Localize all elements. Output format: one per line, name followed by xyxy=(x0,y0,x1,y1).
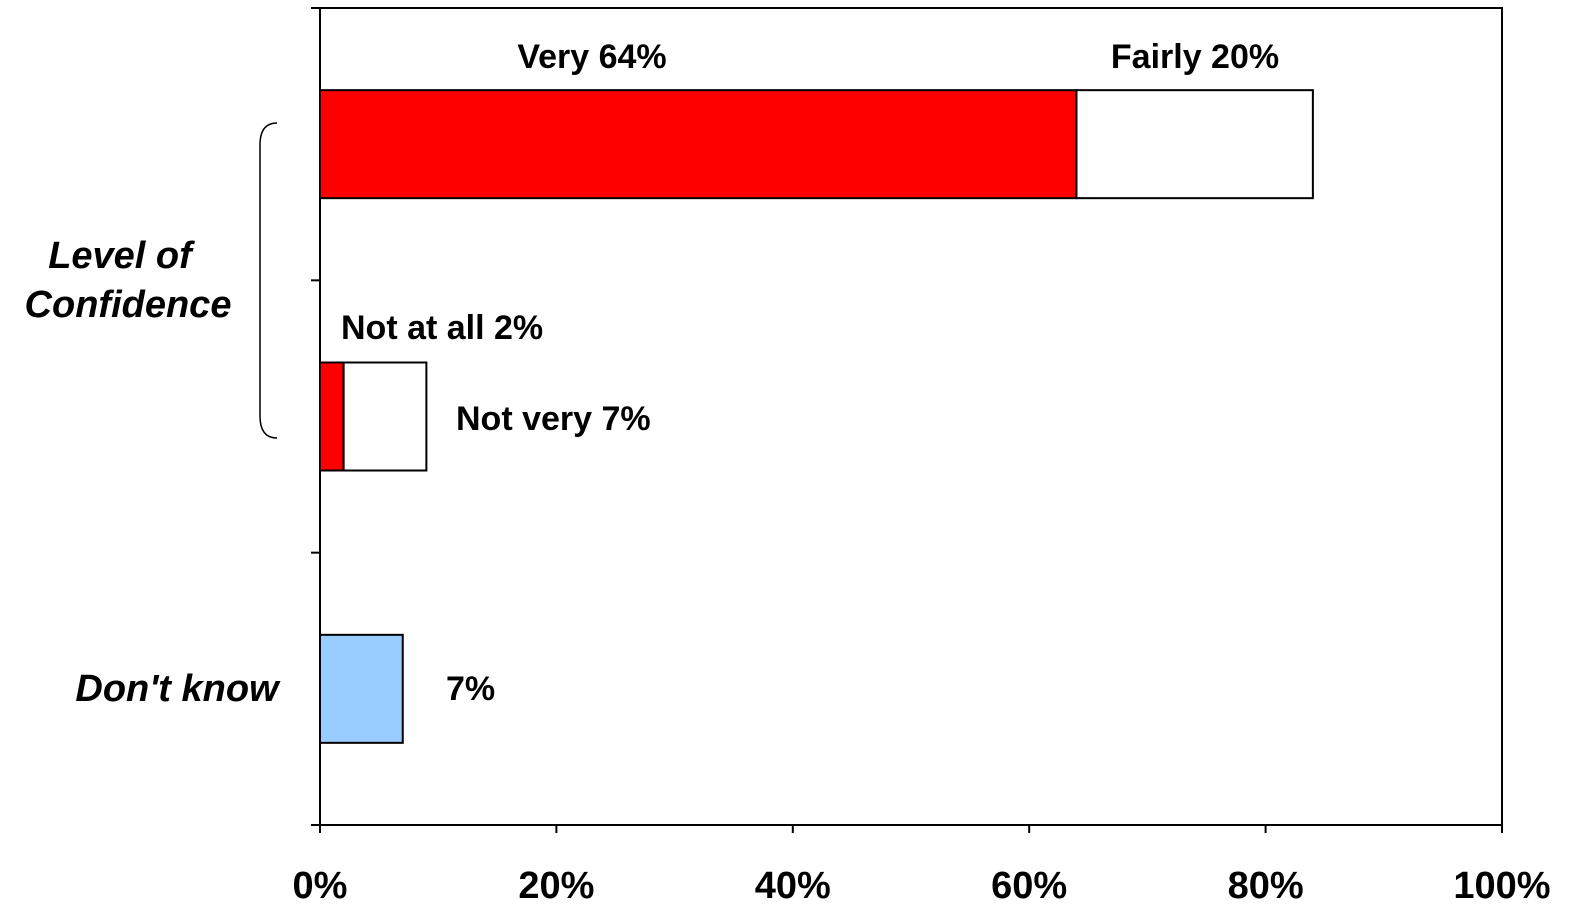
data-label-very: Very 64% xyxy=(517,38,666,76)
data-label-dont-know: 7% xyxy=(446,670,495,708)
x-tick-label-100: 100% xyxy=(1453,865,1550,907)
x-tick-label-40: 40% xyxy=(755,865,831,907)
category-label-level-of-confidence-line2: Confidence xyxy=(25,284,232,326)
category-labels: Level of Confidence Don't know xyxy=(25,122,281,710)
x-axis: 0% 20% 40% 60% 80% 100% xyxy=(293,825,1551,907)
y-axis-category-ticks xyxy=(311,7,320,826)
data-label-not-very: Not very 7% xyxy=(456,400,651,438)
x-tick-label-20: 20% xyxy=(518,865,594,907)
group-bracket xyxy=(259,122,278,439)
bar-segment-fairly xyxy=(1075,89,1314,200)
x-tick-label-0: 0% xyxy=(293,865,348,907)
x-tick-label-60: 60% xyxy=(991,865,1067,907)
bars xyxy=(319,89,1314,744)
bar-segment-don-t-know xyxy=(319,633,404,744)
bar-segment-very xyxy=(319,89,1078,200)
data-label-fairly: Fairly 20% xyxy=(1111,38,1279,76)
category-label-dont-know: Don't know xyxy=(75,668,281,710)
x-tick-label-80: 80% xyxy=(1228,865,1304,907)
bar-segment-not-at-all xyxy=(319,361,345,472)
bar-segment-not-very xyxy=(342,361,428,472)
data-labels: Very 64% Fairly 20% Not at all 2% Not ve… xyxy=(341,38,1279,708)
data-label-not-at-all: Not at all 2% xyxy=(341,309,543,347)
category-label-level-of-confidence-line1: Level of xyxy=(48,235,195,277)
